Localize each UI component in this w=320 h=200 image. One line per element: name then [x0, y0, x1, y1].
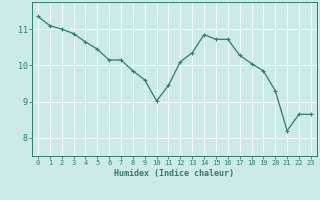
X-axis label: Humidex (Indice chaleur): Humidex (Indice chaleur): [115, 169, 234, 178]
